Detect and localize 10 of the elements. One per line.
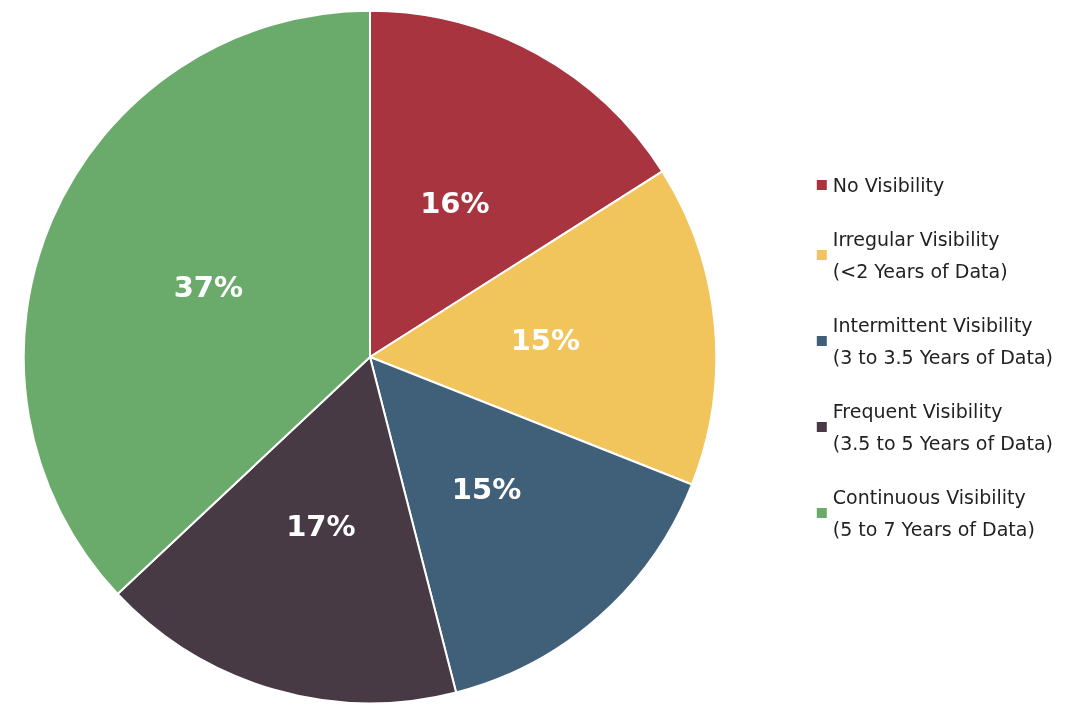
legend-label: No Visibility — [832, 174, 945, 196]
legend-label: Irregular Visibility (<2 Years of Data) — [832, 228, 1008, 282]
data-label: 15% — [510, 323, 581, 358]
legend-label: Intermittent Visibility (3 to 3.5 Years of Data) — [832, 314, 1054, 368]
data-label: 15% — [451, 472, 522, 507]
data-label: 17% — [286, 509, 356, 544]
data-label: 16% — [420, 185, 490, 220]
legend-label: Continuous Visibility (5 to 7 Years of Data) — [832, 486, 1035, 540]
legend-label: Frequent Visibility (3.5 to 5 Years of Data) — [832, 400, 1054, 454]
data-label: 37% — [173, 270, 244, 305]
